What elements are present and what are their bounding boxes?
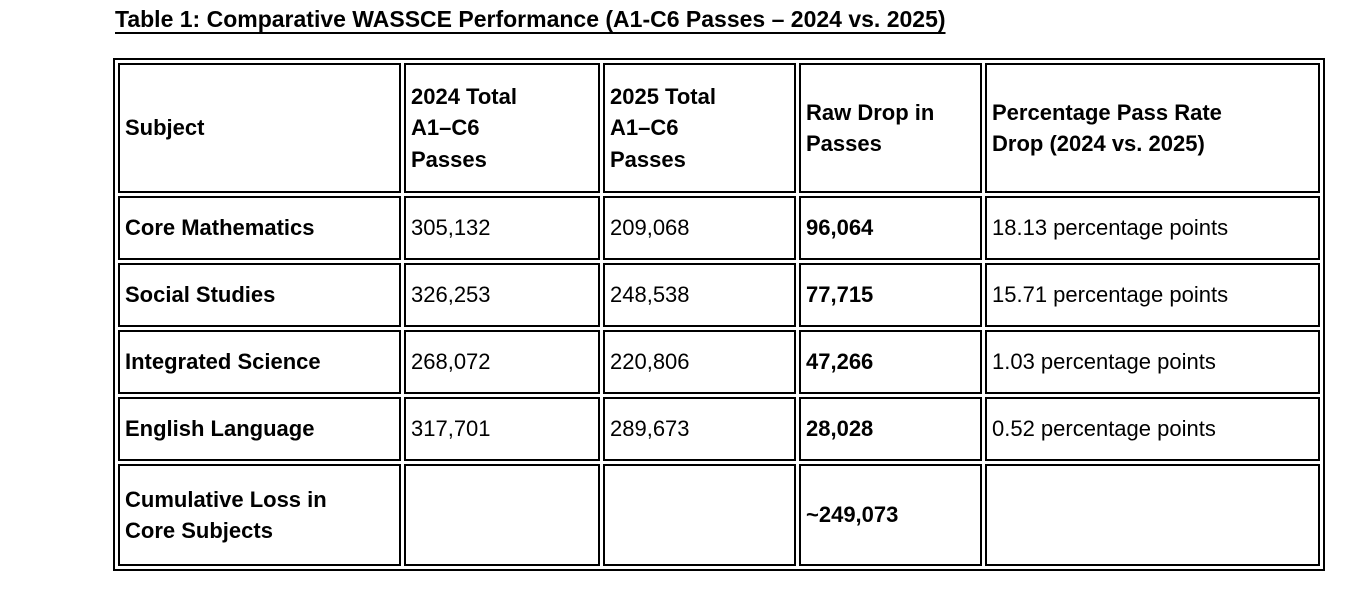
cell-pct-drop: 15.71 percentage points	[985, 263, 1320, 327]
header-cell-raw-drop: Raw Drop in Passes	[799, 63, 982, 193]
cell-raw-drop: 47,266	[799, 330, 982, 394]
cell-raw-drop: ~249,073	[799, 464, 982, 566]
cell-pct-drop: 18.13 percentage points	[985, 196, 1320, 260]
header-cell-2025-passes: 2025 Total A1–C6 Passes	[603, 63, 796, 193]
wassce-performance-table: Subject 2024 Total A1–C6 Passes 2025 Tot…	[113, 58, 1325, 571]
header-cell-subject: Subject	[118, 63, 401, 193]
cell-2025-passes: 248,538	[603, 263, 796, 327]
cell-raw-drop: 77,715	[799, 263, 982, 327]
table-title: Table 1: Comparative WASSCE Performance …	[115, 6, 946, 32]
cell-subject: Integrated Science	[118, 330, 401, 394]
cell-2024-passes: 326,253	[404, 263, 600, 327]
cell-pct-drop	[985, 464, 1320, 566]
cell-raw-drop: 28,028	[799, 397, 982, 461]
cell-subject: Cumulative Loss in Core Subjects	[118, 464, 401, 566]
table-row: English Language 317,701 289,673 28,028 …	[118, 397, 1320, 461]
cell-subject: Social Studies	[118, 263, 401, 327]
cell-subject: English Language	[118, 397, 401, 461]
cell-subject: Core Mathematics	[118, 196, 401, 260]
table-row: Core Mathematics 305,132 209,068 96,064 …	[118, 196, 1320, 260]
cell-2025-passes	[603, 464, 796, 566]
cell-raw-drop: 96,064	[799, 196, 982, 260]
table-header-row: Subject 2024 Total A1–C6 Passes 2025 Tot…	[118, 63, 1320, 193]
cell-2024-passes: 317,701	[404, 397, 600, 461]
cell-pct-drop: 1.03 percentage points	[985, 330, 1320, 394]
cell-2024-passes: 268,072	[404, 330, 600, 394]
cell-2025-passes: 209,068	[603, 196, 796, 260]
cell-2025-passes: 220,806	[603, 330, 796, 394]
table-row: Integrated Science 268,072 220,806 47,26…	[118, 330, 1320, 394]
cell-2025-passes: 289,673	[603, 397, 796, 461]
header-cell-2024-passes: 2024 Total A1–C6 Passes	[404, 63, 600, 193]
cell-pct-drop: 0.52 percentage points	[985, 397, 1320, 461]
cell-2024-passes	[404, 464, 600, 566]
header-cell-pct-drop: Percentage Pass Rate Drop (2024 vs. 2025…	[985, 63, 1320, 193]
cell-2024-passes: 305,132	[404, 196, 600, 260]
table-row-cumulative: Cumulative Loss in Core Subjects ~249,07…	[118, 464, 1320, 566]
table-row: Social Studies 326,253 248,538 77,715 15…	[118, 263, 1320, 327]
